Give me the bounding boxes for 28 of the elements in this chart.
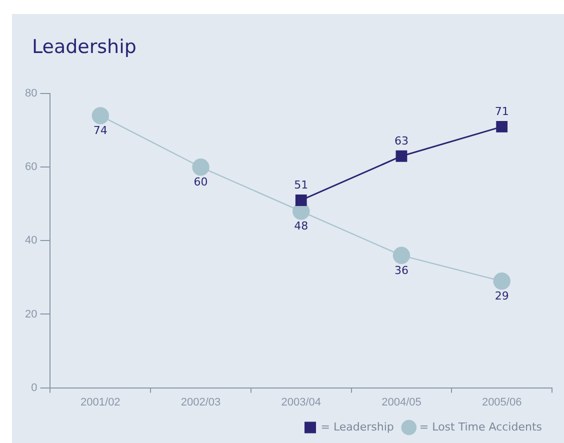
data-label: 63: [394, 134, 408, 148]
x-tick-label: 2003/04: [281, 396, 321, 408]
legend-label: = Leadership: [320, 420, 394, 434]
legend-label: = Lost Time Accidents: [419, 420, 542, 434]
y-tick-label: 20: [24, 308, 38, 320]
y-tick-label: 0: [31, 382, 38, 394]
x-tick-label: 2005/06: [482, 396, 522, 408]
point: [396, 150, 408, 162]
data-label: 60: [194, 176, 208, 189]
data-label: 48: [294, 220, 308, 233]
data-label: 36: [394, 264, 408, 277]
chart-title: Leadership: [32, 36, 136, 58]
point: [295, 194, 307, 206]
point: [192, 158, 210, 176]
y-tick-label: 60: [24, 161, 38, 174]
point: [493, 272, 510, 290]
x-tick-label: 2002/03: [180, 396, 221, 408]
point: [496, 121, 508, 132]
y-tick-label: 80: [24, 88, 38, 100]
x-tick-label: 2001/02: [80, 396, 120, 408]
data-label: 71: [494, 105, 509, 118]
point: [92, 107, 110, 124]
point: [392, 246, 410, 264]
y-tick-label: 40: [24, 234, 38, 247]
data-label: 51: [294, 178, 308, 192]
data-label: 29: [494, 290, 509, 303]
x-tick-label: 2004/05: [382, 396, 422, 408]
data-label: 74: [93, 124, 108, 138]
